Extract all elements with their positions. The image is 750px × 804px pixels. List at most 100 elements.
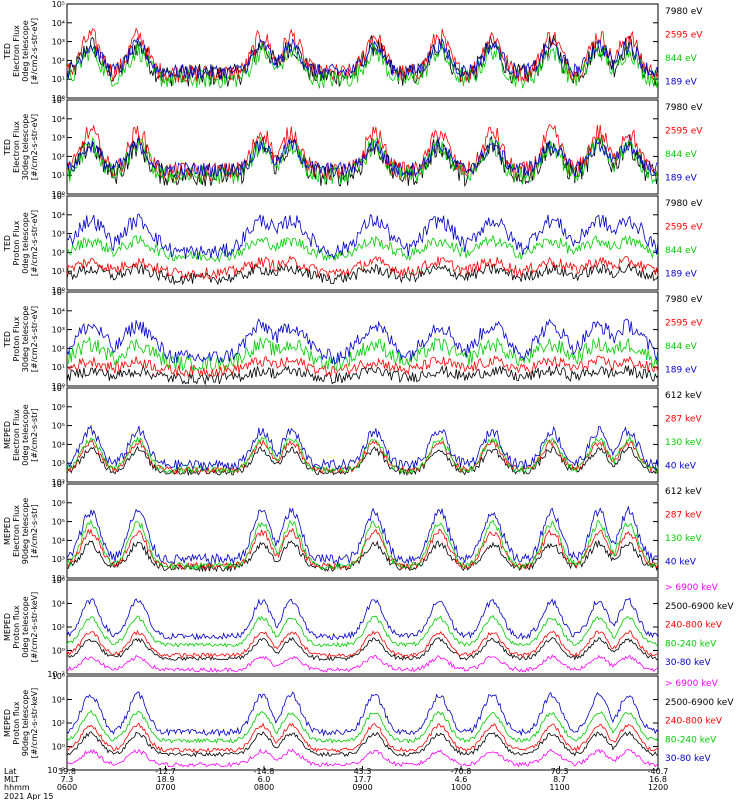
time-axis-mlt: 17.7 bbox=[354, 775, 372, 784]
y-axis-label: 30deg telescope bbox=[21, 114, 30, 181]
legend-entry: 130 keV bbox=[665, 534, 702, 544]
panel-4: 10⁰ 10¹ 10² 10³ 10⁴ 10⁵ TED Proton Flux 30deg te… bbox=[3, 288, 703, 391]
panel-6: 10² 10³ 10⁴ 10⁵ 10⁶ 10⁷ MEPED Electron Flux 90de… bbox=[3, 480, 702, 583]
time-axis-hhmm: 0600 bbox=[57, 783, 77, 792]
panel-frame bbox=[66, 579, 659, 675]
panel-5: 10² 10³ 10⁴ 10⁵ 10⁶ 10⁷ MEPED Electron Flux 0deg… bbox=[3, 384, 702, 487]
y-axis-label: [#/cm2-s-str-keV] bbox=[30, 592, 39, 663]
y-axis-label: [#/cm2-s-str-eV] bbox=[30, 210, 39, 276]
y-tick-label: 10³ bbox=[52, 326, 65, 335]
time-axis-lat: -40.7 bbox=[648, 767, 669, 776]
y-tick-label: 10⁵ bbox=[52, 0, 65, 9]
y-tick-label: 10¹ bbox=[52, 363, 65, 372]
series-line bbox=[66, 37, 659, 80]
series-line bbox=[66, 730, 659, 758]
y-tick-label: 10⁰ bbox=[52, 190, 65, 199]
y-axis-label: MEPED bbox=[3, 709, 12, 737]
series-line bbox=[66, 134, 659, 188]
y-tick-label: 10⁴ bbox=[52, 696, 65, 705]
y-tick-label: 10⁰ bbox=[52, 382, 65, 391]
series-line bbox=[66, 614, 659, 648]
y-axis-label: MEPED bbox=[3, 517, 12, 545]
time-axis-row-label: MLT bbox=[4, 775, 19, 784]
legend-entry: 287 keV bbox=[665, 415, 702, 425]
series-line bbox=[66, 629, 659, 658]
time-axis-mlt: 18.9 bbox=[157, 775, 175, 784]
time-axis-hhmm: 1000 bbox=[451, 783, 471, 792]
panel-3: 10⁰ 10¹ 10² 10³ 10⁴ 10⁵ TED Proton Flux 0deg tel… bbox=[3, 192, 703, 295]
series-line bbox=[66, 234, 659, 263]
legend-entry: 189 eV bbox=[665, 270, 698, 280]
y-tick-label: 10² bbox=[52, 574, 65, 583]
legend-entry: 30-80 keV bbox=[665, 754, 711, 764]
y-axis-label: 90deg telescope bbox=[21, 498, 30, 565]
series-line bbox=[66, 434, 659, 475]
legend-entry: 844 eV bbox=[665, 246, 698, 256]
y-axis-label: [#/cm2-s-str-eV] bbox=[30, 114, 39, 180]
legend-entry: 189 eV bbox=[665, 174, 698, 184]
y-tick-label: 10³ bbox=[52, 459, 65, 468]
y-tick-label: 10⁴ bbox=[52, 211, 65, 220]
y-tick-label: 10⁴ bbox=[52, 19, 65, 28]
legend-entry: 30-80 keV bbox=[665, 658, 711, 668]
legend-entry: 80-240 keV bbox=[665, 639, 717, 649]
panel-frame bbox=[66, 99, 659, 195]
time-axis-mlt: 16.8 bbox=[649, 775, 667, 784]
y-axis-label: TED bbox=[3, 43, 12, 60]
series-line bbox=[66, 123, 659, 182]
y-tick-label: 10¹ bbox=[52, 171, 65, 180]
series-line bbox=[66, 527, 659, 571]
series-line bbox=[66, 364, 659, 386]
legend-entry: 612 keV bbox=[665, 487, 702, 497]
legend-entry: 2500-6900 keV bbox=[665, 698, 734, 708]
y-axis-label: Electron Flux bbox=[12, 409, 21, 461]
series-line bbox=[66, 318, 659, 365]
series-line bbox=[66, 748, 659, 768]
y-axis-label: MEPED bbox=[3, 613, 12, 641]
time-axis-mlt: 7.3 bbox=[61, 775, 74, 784]
legend-entry: 7980 eV bbox=[665, 199, 703, 209]
time-axis-mlt: 8.7 bbox=[553, 775, 566, 784]
panel-2: 10⁰ 10¹ 10² 10³ 10⁴ 10⁵ TED Electron Flux 30deg … bbox=[3, 96, 703, 199]
series-line bbox=[66, 722, 659, 753]
series-line bbox=[66, 337, 659, 372]
y-axis-label: 0deg telescope bbox=[21, 404, 30, 465]
legend-entry: 40 keV bbox=[665, 462, 697, 472]
y-tick-label: 10² bbox=[52, 719, 65, 728]
y-tick-label: 10⁶ bbox=[52, 94, 65, 103]
legend-entry: 189 eV bbox=[665, 366, 698, 376]
time-axis-mlt: 6.0 bbox=[258, 775, 271, 784]
y-tick-label: 10³ bbox=[52, 230, 65, 239]
y-tick-label: 10² bbox=[52, 344, 65, 353]
y-tick-label: 10³ bbox=[52, 38, 65, 47]
time-axis-lat: 43.3 bbox=[354, 767, 372, 776]
y-tick-label: 10² bbox=[52, 248, 65, 257]
legend-entry: 844 eV bbox=[665, 54, 698, 64]
series-line bbox=[66, 255, 659, 280]
legend-entry: 2595 eV bbox=[665, 319, 703, 329]
y-tick-label: 10⁴ bbox=[52, 115, 65, 124]
y-tick-label: 10⁷ bbox=[52, 480, 65, 489]
series-line bbox=[66, 506, 659, 566]
y-tick-label: 10⁵ bbox=[52, 192, 65, 201]
legend-entry: 7980 eV bbox=[665, 7, 703, 17]
y-axis-label: Proton flux bbox=[12, 605, 21, 648]
y-tick-label: 10⁵ bbox=[52, 518, 65, 527]
y-axis-label: [#/cm2-s-str-keV] bbox=[30, 688, 39, 759]
legend-entry: 240-800 keV bbox=[665, 621, 723, 631]
panel-frame bbox=[66, 675, 659, 771]
y-axis-label: MEPED bbox=[3, 421, 12, 449]
y-tick-label: 10⁴ bbox=[52, 440, 65, 449]
y-axis-label: Electron Flux bbox=[12, 121, 21, 173]
series-line bbox=[66, 519, 659, 571]
y-axis-label: 0deg telescope bbox=[21, 20, 30, 81]
time-axis-hhmm: 0800 bbox=[254, 783, 274, 792]
panel-8: 10⁻² 10⁰ 10² 10⁴ 10⁶ MEPED Proton flux 90deg te… bbox=[3, 672, 734, 775]
legend-entry: 287 keV bbox=[665, 511, 702, 521]
y-tick-label: 10⁶ bbox=[52, 499, 65, 508]
time-axis-hhmm: 0700 bbox=[155, 783, 175, 792]
y-axis-label: 0deg telescope bbox=[21, 212, 30, 273]
series-line bbox=[66, 424, 659, 471]
y-tick-label: 10⁰ bbox=[52, 743, 65, 752]
